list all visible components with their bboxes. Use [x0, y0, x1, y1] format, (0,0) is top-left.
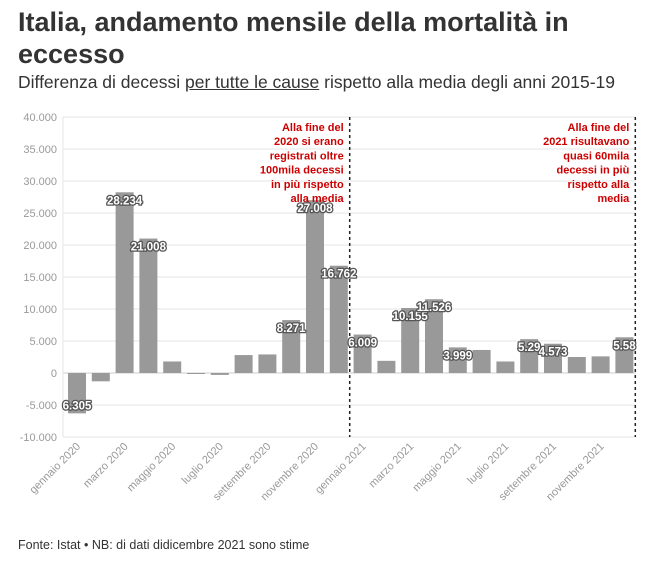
annotation-text: alla media — [290, 193, 344, 205]
x-tick-label: maggio 2020 — [125, 441, 178, 494]
data-label: 28.234 — [107, 195, 143, 207]
data-label: 16.762 — [321, 269, 356, 281]
y-tick-label: 10.000 — [23, 304, 57, 316]
bar — [448, 347, 467, 373]
subtitle-text-before: Differenza di decessi — [18, 72, 185, 92]
x-tick-label: marzo 2020 — [81, 441, 131, 491]
bar — [306, 200, 324, 373]
y-tick-label: 25.000 — [23, 208, 57, 220]
data-label: 4.573 — [539, 347, 568, 359]
chart-subtitle: Differenza di decessi per tutte le cause… — [18, 72, 638, 93]
data-label: 6.009 — [348, 338, 377, 350]
bar — [115, 192, 134, 373]
x-tick-label: luglio 2020 — [180, 441, 226, 487]
bar — [329, 265, 348, 373]
y-tick-label: 20.000 — [23, 240, 57, 252]
annotation-text: registrati oltre — [270, 150, 344, 162]
annotation-text: Alla fine del — [568, 122, 630, 134]
bar — [544, 343, 562, 373]
annotation-text: Alla fine del — [282, 122, 344, 134]
data-label: 21.008 — [131, 242, 167, 254]
bar — [377, 360, 396, 373]
data-label: 6.305 — [63, 400, 92, 412]
bar — [401, 308, 420, 373]
x-tick-label: gennaio 2021 — [313, 441, 369, 497]
bar — [258, 354, 277, 373]
annotation-text: decessi in più — [557, 165, 630, 177]
y-tick-label: 0 — [51, 368, 57, 380]
bar — [234, 355, 253, 373]
annotation-text: media — [598, 193, 631, 205]
bar — [615, 337, 634, 373]
annotation-text: 2021 risultavano — [543, 136, 629, 148]
bar — [139, 238, 158, 373]
bar — [520, 339, 539, 373]
bar — [591, 356, 610, 373]
annotation-text: in più rispetto — [271, 179, 344, 191]
annotation-text: quasi 60mila — [563, 150, 630, 162]
data-label: 27.008 — [297, 203, 333, 215]
bar — [163, 361, 182, 373]
x-tick-label: gennaio 2020 — [27, 441, 83, 497]
annotation-text: 100mila decessi — [260, 165, 344, 177]
y-tick-label: -10.000 — [20, 432, 57, 444]
y-tick-label: 40.000 — [23, 112, 57, 124]
x-tick-label: luglio 2021 — [465, 441, 511, 487]
data-label: 3.999 — [443, 350, 472, 362]
y-tick-label: 15.000 — [23, 272, 57, 284]
bar — [567, 357, 586, 373]
data-label: 10.155 — [393, 311, 429, 323]
y-tick-label: 5.000 — [29, 336, 57, 348]
bar — [187, 373, 205, 374]
bar — [353, 334, 372, 373]
subtitle-text-underlined: per tutte le cause — [185, 72, 320, 92]
bar — [472, 349, 491, 373]
data-label: 11.526 — [417, 302, 452, 314]
bar — [68, 373, 86, 414]
subtitle-text-after: rispetto alla media degli anni 2015-19 — [319, 72, 615, 92]
data-label: 5.29 — [518, 342, 540, 354]
y-tick-label: -5.000 — [26, 400, 57, 412]
source-footer: Fonte: Istat • NB: di dati didicembre 20… — [18, 538, 310, 552]
bar — [496, 361, 515, 373]
bar — [210, 373, 229, 375]
bar-chart: 40.000 35.000 30.000 25.000 20.000 15.000 10.0… — [20, 112, 638, 503]
bar — [91, 373, 110, 382]
chart-title: Italia, andamento mensile della mortalit… — [18, 7, 569, 69]
annotation-text: rispetto alla — [568, 179, 631, 191]
annotation-text: 2020 si erano — [274, 136, 344, 148]
data-label: 5.58 — [613, 340, 636, 352]
data-label: 8.271 — [277, 323, 306, 335]
bar — [425, 299, 443, 373]
bar — [282, 320, 301, 373]
x-tick-label: marzo 2021 — [367, 441, 417, 491]
x-tick-label: maggio 2021 — [410, 441, 463, 494]
y-tick-label: 35.000 — [23, 144, 57, 156]
y-tick-label: 30.000 — [23, 176, 57, 188]
